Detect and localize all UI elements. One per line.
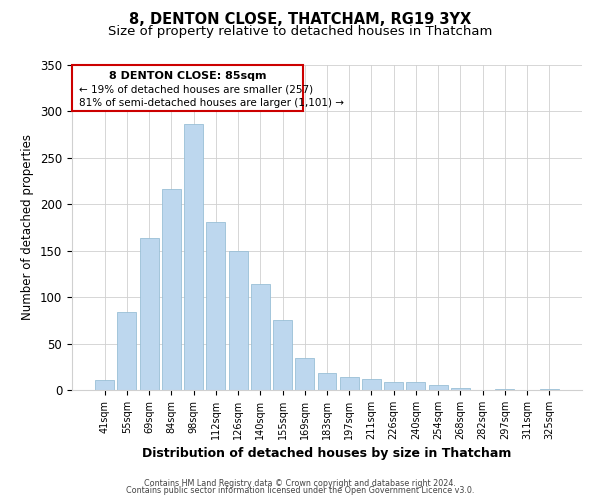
- Bar: [406, 382, 425, 390]
- Bar: [273, 320, 292, 390]
- Bar: [496, 389, 514, 390]
- Bar: [206, 222, 225, 390]
- Bar: [384, 382, 403, 390]
- Bar: [317, 374, 337, 390]
- Text: Size of property relative to detached houses in Thatcham: Size of property relative to detached ho…: [108, 25, 492, 38]
- Bar: [162, 188, 181, 390]
- Bar: [451, 388, 470, 390]
- Bar: [362, 379, 381, 390]
- Bar: [229, 250, 248, 390]
- Bar: [95, 380, 114, 390]
- Text: Contains public sector information licensed under the Open Government Licence v3: Contains public sector information licen…: [126, 486, 474, 495]
- Text: Contains HM Land Registry data © Crown copyright and database right 2024.: Contains HM Land Registry data © Crown c…: [144, 478, 456, 488]
- Bar: [140, 238, 158, 390]
- X-axis label: Distribution of detached houses by size in Thatcham: Distribution of detached houses by size …: [142, 448, 512, 460]
- Bar: [118, 312, 136, 390]
- Bar: [251, 284, 270, 390]
- Bar: [340, 377, 359, 390]
- Text: ← 19% of detached houses are smaller (257): ← 19% of detached houses are smaller (25…: [79, 84, 313, 94]
- Bar: [429, 386, 448, 390]
- Bar: [540, 389, 559, 390]
- Text: 8 DENTON CLOSE: 85sqm: 8 DENTON CLOSE: 85sqm: [109, 71, 266, 81]
- Text: 81% of semi-detached houses are larger (1,101) →: 81% of semi-detached houses are larger (…: [79, 98, 344, 108]
- Bar: [295, 358, 314, 390]
- Y-axis label: Number of detached properties: Number of detached properties: [22, 134, 34, 320]
- Bar: [184, 124, 203, 390]
- Text: 8, DENTON CLOSE, THATCHAM, RG19 3YX: 8, DENTON CLOSE, THATCHAM, RG19 3YX: [129, 12, 471, 28]
